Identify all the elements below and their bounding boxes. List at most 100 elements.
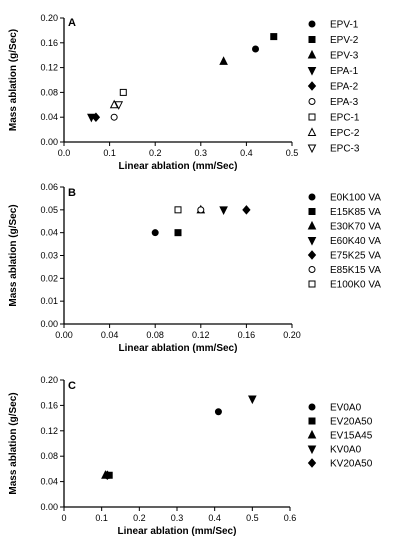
- x-tick-label: 0.12: [192, 330, 210, 340]
- x-tick-label: 0.6: [284, 513, 297, 523]
- x-tick-label: 0.3: [171, 513, 184, 523]
- legend-marker-diamond: [307, 458, 317, 468]
- legend-label: EPC-2: [330, 128, 360, 139]
- x-tick-label: 0.2: [149, 148, 162, 158]
- data-point-ev0a0: [214, 408, 222, 416]
- y-tick-label: 0.00: [40, 137, 58, 147]
- data-point-e0k100-va: [151, 229, 159, 237]
- x-tick-label: 0.20: [283, 330, 301, 340]
- x-tick-label: 0.0: [58, 148, 71, 158]
- data-point-epc-2: [109, 99, 119, 109]
- legend-label: E60K40 VA: [330, 236, 381, 247]
- legend-marker-circle: [308, 193, 316, 201]
- legend-label: EPA-2: [330, 82, 359, 93]
- y-tick-label: 0.16: [40, 400, 58, 410]
- legend-label: EV0A0: [330, 403, 362, 414]
- y-tick-label: 0.04: [40, 477, 58, 487]
- legend-marker-diamond: [307, 81, 317, 91]
- chart-panel-a: 0.0 0.1 0.2 0.3 0.4 0.5 0.00 0.04 0.08 0.12 0.16 0.…: [8, 13, 360, 172]
- x-tick-label: 0.1: [95, 513, 108, 523]
- data-point-e100k0-va: [174, 206, 182, 214]
- y-tick-label: 0.04: [40, 112, 58, 122]
- y-tick-label: 0.00: [40, 502, 58, 512]
- legend-marker-square: [308, 36, 316, 43]
- legend-label: EPC-3: [330, 144, 360, 155]
- legend-marker-open-square: [308, 113, 316, 121]
- data-point-epv-2: [270, 33, 278, 41]
- legend-marker-triangle-up: [307, 49, 317, 59]
- data-point-epv-1: [252, 45, 260, 53]
- x-axis-title: Linear ablation (mm/Sec): [119, 343, 238, 354]
- y-axis-title: Mass ablation (g/Sec): [8, 29, 19, 131]
- legend-label: E15K85 VA: [330, 207, 381, 218]
- legend: EV0A0 EV20A50 EV15A45 KV0A0 KV20A50: [307, 403, 373, 470]
- legend-label: EV20A50: [330, 417, 373, 428]
- x-tick-label: 0.3: [195, 148, 208, 158]
- legend-marker-circle: [308, 20, 316, 28]
- data-point-kv0a0: [248, 395, 257, 405]
- legend-marker-triangle-down: [307, 67, 317, 76]
- chart-panel-c: 0 0.1 0.2 0.3 0.4 0.5 0.6 0.00 0.04 0.08 0.12 0.16 0…: [8, 375, 373, 537]
- data-point-epa-2: [91, 112, 101, 122]
- x-tick-label: 0.4: [208, 513, 221, 523]
- legend-marker-circle: [308, 403, 316, 411]
- y-tick-label: 0.05: [40, 205, 58, 215]
- data-point-epv-3: [219, 56, 228, 65]
- legend-marker-open-triangle-down: [307, 144, 317, 154]
- y-tick-label: 0.02: [40, 273, 58, 283]
- legend-label: KV0A0: [330, 445, 362, 456]
- legend-label: EPA-1: [330, 66, 359, 77]
- panel-label: C: [68, 380, 76, 392]
- y-tick-label: 0.04: [40, 228, 58, 238]
- legend-label: E75K25 VA: [330, 251, 381, 262]
- data-point-e15k85-va: [174, 229, 182, 237]
- legend-label: EPV-2: [330, 35, 359, 46]
- y-axis-title: Mass ablation (g/Sec): [8, 392, 19, 494]
- legend-label: KV20A50: [330, 459, 373, 470]
- y-tick-label: 0.08: [40, 451, 58, 461]
- y-axis-title: Mass ablation (g/Sec): [8, 204, 19, 306]
- x-tick-label: 0.00: [55, 330, 73, 340]
- legend: E0K100 VA E15K85 VA E30K70 VA E60K40 VA E75K…: [307, 193, 381, 291]
- legend-marker-open-triangle-up: [307, 127, 317, 136]
- legend: EPV-1 EPV-2 EPV-3 EPA-1 EPA-2 EPA-3 EPC-1 EPC-2…: [307, 20, 360, 155]
- y-tick-label: 0.00: [40, 319, 58, 329]
- y-tick-label: 0.01: [40, 296, 58, 306]
- y-tick-label: 0.16: [40, 38, 58, 48]
- y-tick-label: 0.12: [40, 63, 58, 73]
- x-tick-label: 0.5: [286, 148, 299, 158]
- data-point-e60k40-va: [219, 206, 228, 215]
- legend-marker-open-circle: [308, 98, 316, 105]
- chart-panel-b: 0.00 0.04 0.08 0.12 0.16 0.20 0.00 0.01 0.02 0.03…: [8, 182, 381, 354]
- x-tick-label: 0.2: [133, 513, 146, 523]
- y-tick-label: 0.03: [40, 251, 58, 261]
- panel-label: B: [68, 187, 76, 199]
- legend-label: EPV-3: [330, 51, 359, 62]
- legend-label: EPV-1: [330, 20, 359, 31]
- y-tick-label: 0.20: [40, 375, 58, 385]
- x-tick-label: 0.1: [103, 148, 116, 158]
- legend-marker-triangle-down: [307, 237, 317, 246]
- x-tick-label: 0.08: [146, 330, 164, 340]
- legend-label: EPA-3: [330, 97, 359, 108]
- legend-marker-square: [308, 208, 316, 215]
- legend-marker-diamond: [307, 250, 317, 260]
- x-tick-label: 0.16: [238, 330, 256, 340]
- y-tick-label: 0.12: [40, 426, 58, 436]
- legend-label: EPC-1: [330, 113, 360, 124]
- legend-marker-triangle-down: [307, 445, 317, 455]
- y-tick-label: 0.06: [40, 182, 58, 192]
- legend-label: E100K0 VA: [330, 280, 381, 291]
- x-tick-label: 0: [61, 513, 66, 523]
- legend-label: E85K15 VA: [330, 265, 381, 276]
- x-axis-title: Linear ablation (mm/Sec): [119, 161, 238, 172]
- x-tick-label: 0.4: [240, 148, 253, 158]
- x-tick-label: 0.04: [101, 330, 119, 340]
- legend-marker-triangle-up: [307, 429, 317, 439]
- data-point-epc-3: [114, 101, 124, 110]
- x-axis-title: Linear ablation (mm/Sec): [118, 526, 237, 537]
- data-point-e75k25-va: [242, 205, 251, 215]
- data-point-kv20a50: [103, 470, 112, 481]
- legend-marker-open-circle: [308, 266, 316, 273]
